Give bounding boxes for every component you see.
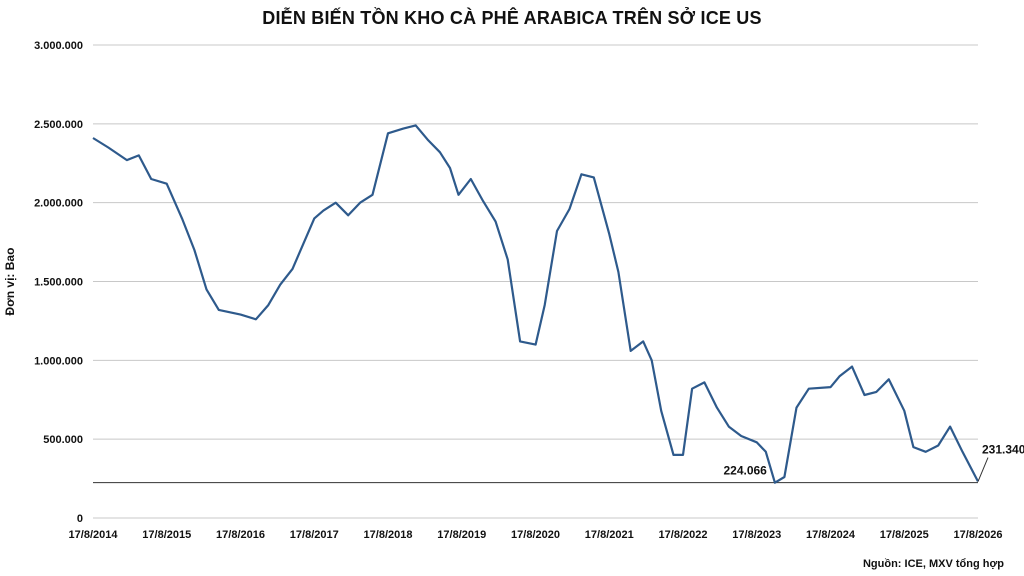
x-tick-label: 17/8/2024 (806, 529, 856, 541)
annotation-label: 224.066 (723, 464, 767, 478)
x-tick-label: 17/8/2025 (880, 529, 929, 541)
source-note: Nguồn: ICE, MXV tổng hợp (862, 558, 1004, 570)
annotations: 224.066 231.340 (723, 443, 1024, 482)
y-tick-label: 2.000.000 (34, 198, 83, 210)
y-axis-title: Đơn vị: Bao (3, 248, 17, 316)
x-tick-label: 17/8/2022 (659, 529, 708, 541)
y-axis-ticks: 0 500.000 1.000.000 1.500.000 2.000.000 2.500… (34, 40, 83, 525)
x-tick-label: 17/8/2019 (437, 529, 486, 541)
x-tick-label: 17/8/2023 (732, 529, 781, 541)
x-tick-label: 17/8/2021 (585, 529, 634, 541)
y-tick-label: 1.000.000 (34, 355, 83, 367)
x-tick-label: 17/8/2026 (954, 529, 1003, 541)
inventory-series-line (92, 124, 979, 484)
annotation-label: 231.340 (982, 443, 1024, 457)
x-tick-label: 17/8/2016 (216, 529, 265, 541)
gridlines (93, 44, 978, 519)
y-tick-label: 3.000.000 (34, 40, 83, 52)
x-axis-ticks: 17/8/2014 17/8/2015 17/8/2016 17/8/2017 17/8… (69, 529, 1003, 541)
x-tick-label: 17/8/2017 (290, 529, 339, 541)
x-tick-label: 17/8/2018 (364, 529, 413, 541)
x-tick-label: 17/8/2015 (142, 529, 191, 541)
chart-title: DIỄN BIẾN TỒN KHO CÀ PHÊ ARABICA TRÊN SỞ… (262, 8, 762, 28)
y-tick-label: 500.000 (43, 434, 83, 446)
x-tick-label: 17/8/2014 (69, 529, 119, 541)
y-tick-label: 0 (77, 513, 83, 525)
y-tick-label: 1.500.000 (34, 277, 83, 289)
annotation-connector (977, 457, 989, 482)
x-tick-label: 17/8/2020 (511, 529, 560, 541)
y-tick-label: 2.500.000 (34, 119, 83, 131)
